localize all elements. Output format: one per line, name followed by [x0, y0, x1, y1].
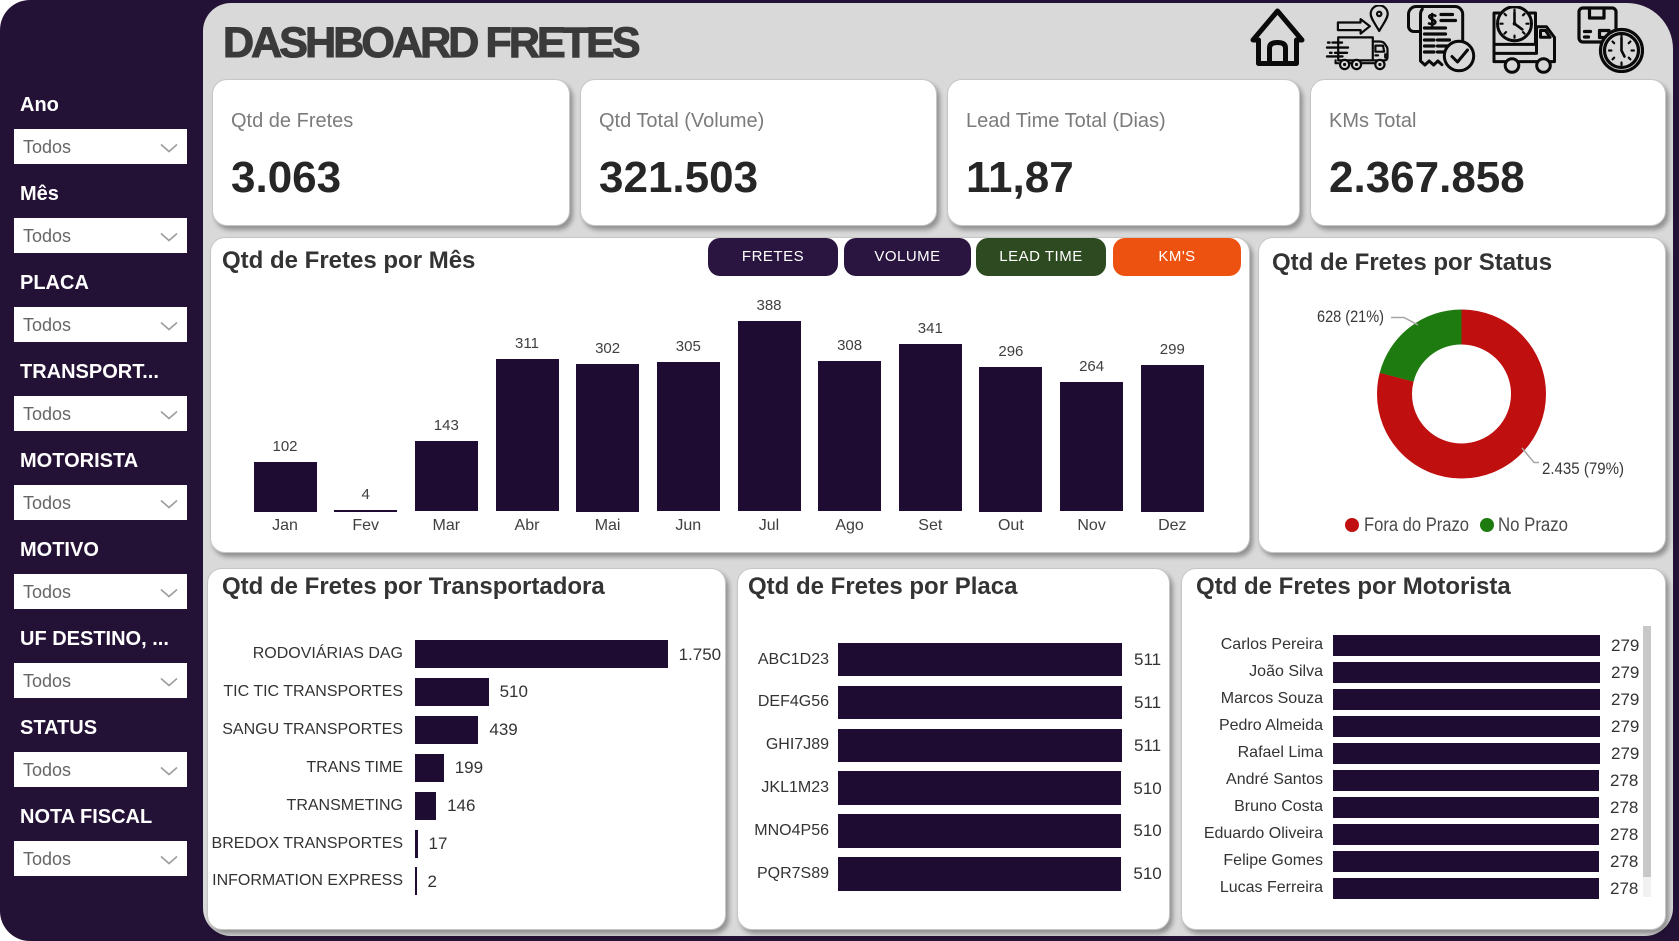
svg-text:No Prazo: No Prazo	[1498, 515, 1568, 536]
svg-text:628 (21%): 628 (21%)	[1317, 307, 1384, 326]
svg-text:2.435 (79%): 2.435 (79%)	[1542, 459, 1624, 478]
svg-text:Fora do Prazo: Fora do Prazo	[1364, 515, 1469, 536]
